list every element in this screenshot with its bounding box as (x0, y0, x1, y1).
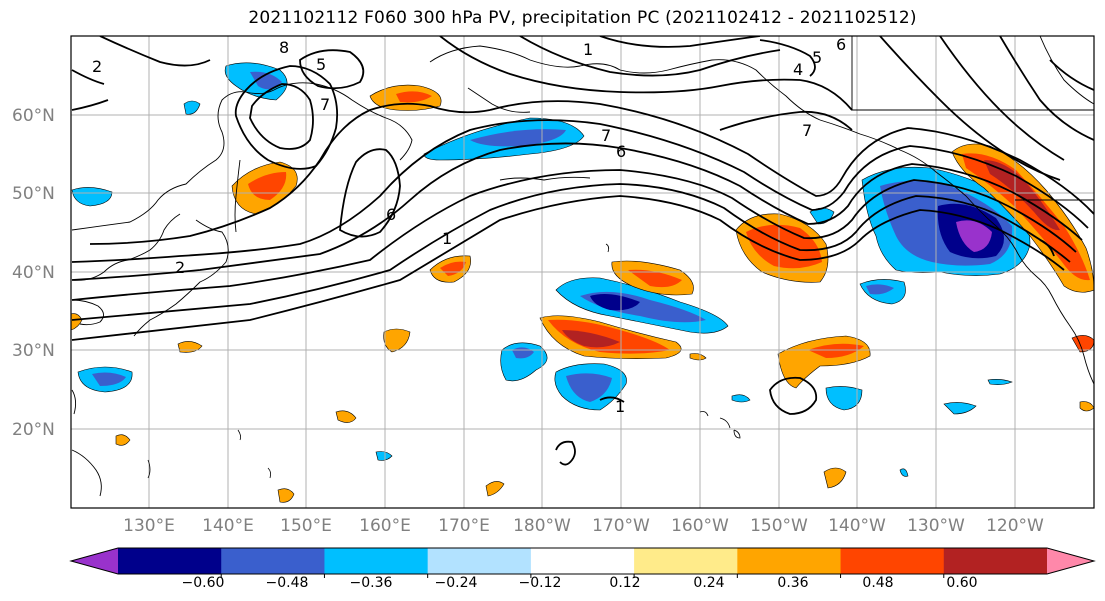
contour-label: 4 (793, 60, 803, 79)
contour-labels: 8 5 7 1 2 6 1 7 6 5 4 7 6 2 1 (92, 35, 846, 416)
contour-label: 1 (442, 229, 452, 248)
colorbar-bin (634, 548, 738, 574)
colorbar-bin (943, 548, 1048, 574)
lon-label: 130°W (907, 516, 965, 536)
colorbar-tick-labels: −0.60 −0.48 −0.36 −0.24 −0.12 0.12 0.24 … (182, 575, 978, 591)
colorbar-bin (840, 548, 945, 574)
colorbar-extend-low (71, 548, 118, 574)
colorbar-bin (324, 548, 429, 574)
longitude-labels: 130°E 140°E 150°E 160°E 170°E 180°W 170°… (123, 516, 1044, 536)
colorbar-tick-label: −0.12 (519, 575, 562, 591)
map-frame (70, 35, 1095, 509)
colorbar-tick-label: −0.48 (266, 575, 309, 591)
contour-label: 5 (812, 48, 822, 67)
lon-label: 180°W (513, 516, 571, 536)
colorbar-bin (118, 548, 222, 574)
colorbar-bin (221, 548, 325, 574)
lon-label: 140°E (202, 516, 254, 536)
lon-label: 130°E (123, 516, 175, 536)
colorbar-tick-label: 0.36 (777, 575, 808, 591)
lon-label: 120°W (986, 516, 1044, 536)
colorbar-tick-label: −0.36 (350, 575, 393, 591)
latitude-labels: 60°N 50°N 40°N 30°N 20°N (12, 106, 55, 440)
map-panel: 8 5 7 1 2 6 1 7 6 5 4 7 6 2 1 (70, 35, 1095, 509)
colorbar-extend-high (1047, 548, 1094, 574)
colorbar-tick-label: 0.48 (862, 575, 893, 591)
contour-label: 6 (616, 142, 626, 161)
lon-label: 160°E (359, 516, 411, 536)
contour-label: 2 (92, 57, 102, 76)
colorbar-tick-label: −0.60 (182, 575, 225, 591)
lon-label: 160°W (671, 516, 729, 536)
colorbar-tick-label: 0.24 (693, 575, 724, 591)
colorbar-bin (530, 548, 635, 574)
contour-label: 7 (802, 121, 812, 140)
contour-label: 1 (615, 397, 625, 416)
lat-label-40n: 40°N (12, 263, 55, 283)
colorbar-bin (427, 548, 532, 574)
graticule (71, 36, 1094, 508)
colorbar-tick-label: −0.24 (435, 575, 478, 591)
lon-label: 150°W (750, 516, 808, 536)
contour-label: 7 (320, 95, 330, 114)
colorbar-outline (69, 547, 1096, 575)
contour-label: 7 (601, 126, 611, 145)
lon-label: 140°W (828, 516, 886, 536)
contour-label: 8 (279, 38, 289, 57)
lon-label: 150°E (280, 516, 332, 536)
contour-label: 2 (175, 258, 185, 277)
colorbar-tick-label: 0.12 (609, 575, 640, 591)
colorbar-tick-label: 0.60 (946, 575, 977, 591)
map-title: 2021102112 F060 300 hPa PV, precipitatio… (248, 8, 917, 28)
lat-label-20n: 20°N (12, 420, 55, 440)
contour-label: 6 (386, 205, 396, 224)
contour-label: 1 (583, 40, 593, 59)
lat-label-50n: 50°N (12, 184, 55, 204)
lon-label: 170°W (592, 516, 650, 536)
lat-label-30n: 30°N (12, 341, 55, 361)
lon-label: 170°E (438, 516, 490, 536)
lat-label-60n: 60°N (12, 106, 55, 126)
colorbar (69, 547, 1096, 578)
islands (147, 243, 741, 479)
pv-contours (71, 36, 1094, 466)
contour-label: 6 (836, 35, 846, 54)
colorbar-bin (737, 548, 842, 574)
contour-label: 5 (316, 55, 326, 74)
